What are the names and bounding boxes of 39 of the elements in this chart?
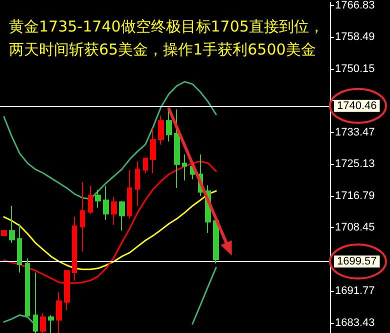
text: 黄金1735-1740做空终极目标1705直接到位， xyxy=(9,18,324,36)
candlestick xyxy=(213,220,219,264)
candlestick xyxy=(48,314,54,333)
line-series xyxy=(3,190,217,270)
candlestick xyxy=(143,158,148,174)
candlestick xyxy=(135,160,140,206)
text: 两天时间斩获65美金，操作1手获利6500美金 xyxy=(9,40,316,58)
candlestick xyxy=(40,312,46,333)
candlestick xyxy=(182,154,187,181)
y-tick-label: 1766.83 xyxy=(335,0,375,12)
candlestick xyxy=(80,182,85,252)
y-tick-label: 1691.77 xyxy=(335,285,375,298)
candlestick xyxy=(166,108,172,142)
y-tick-label: 1725.13 xyxy=(335,158,375,170)
candlestick xyxy=(111,196,117,226)
y-tick-label: 1750.15 xyxy=(335,63,375,75)
candlestick xyxy=(17,223,22,273)
candlestick xyxy=(33,272,38,333)
candlestick xyxy=(103,186,109,220)
ref-line-label: 1699.57 xyxy=(337,256,377,268)
candlestick xyxy=(119,200,125,232)
candlestick xyxy=(72,216,77,281)
candlestick xyxy=(1,230,7,236)
y-tick-label: 1716.79 xyxy=(335,190,375,202)
candlestick xyxy=(88,186,93,214)
candlestick xyxy=(150,128,156,174)
candlestick xyxy=(9,205,15,244)
y-tick-label: 1758.49 xyxy=(335,31,375,44)
y-tick-label: 1708.45 xyxy=(335,222,375,234)
candlestick xyxy=(56,292,62,333)
candlestick xyxy=(174,109,180,188)
candlestick xyxy=(127,170,132,220)
y-tick-label: 1733.47 xyxy=(335,126,375,138)
candlestick xyxy=(25,258,30,316)
candlestick xyxy=(158,115,164,146)
candlestick xyxy=(95,189,101,208)
y-tick-label: 1683.43 xyxy=(335,316,375,329)
ref-line-label: 1740.46 xyxy=(337,100,377,112)
line-series xyxy=(3,81,217,200)
